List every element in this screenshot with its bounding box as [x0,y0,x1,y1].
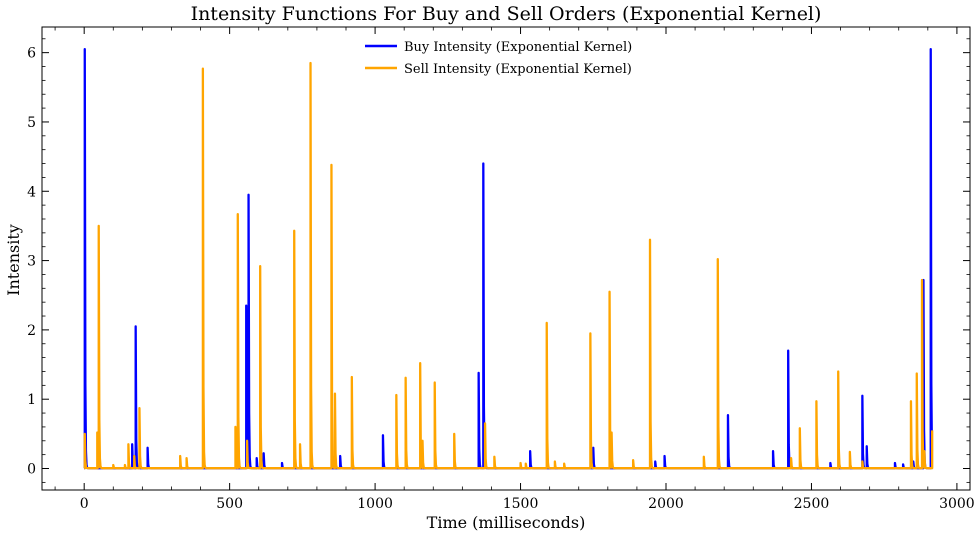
chart-title: Intensity Functions For Buy and Sell Ord… [191,3,822,25]
y-tick-label: 3 [27,254,36,270]
x-tick-label: 500 [216,496,243,512]
y-tick-label: 0 [27,462,36,478]
tick-layer: 0 500 1000 1500 2000 2500 3000 0 1 2 3 4 5 6 [27,27,975,512]
legend-buy-label: Buy Intensity (Exponential Kernel) [404,40,632,55]
legend-sell-label: Sell Intensity (Exponential Kernel) [404,62,632,77]
x-tick-label: 1500 [503,496,539,512]
series-layer [83,48,934,470]
x-axis-label: Time (milliseconds) [427,513,586,532]
x-tick-label: 1000 [357,496,393,512]
y-tick-label: 1 [27,392,36,408]
y-tick-label: 6 [27,46,36,62]
x-tick-label: 0 [80,496,89,512]
sell-intensity-line [83,61,934,470]
legend: Buy Intensity (Exponential Kernel) Sell … [365,40,632,77]
buy-intensity-line [83,48,934,470]
x-tick-label: 3000 [939,496,975,512]
x-tick-label: 2000 [648,496,684,512]
y-tick-label: 5 [27,115,36,131]
y-tick-label: 4 [27,184,36,200]
plot-frame [41,26,971,491]
y-axis-label: Intensity [4,224,23,296]
x-tick-label: 2500 [794,496,830,512]
y-tick-label: 2 [27,323,36,339]
